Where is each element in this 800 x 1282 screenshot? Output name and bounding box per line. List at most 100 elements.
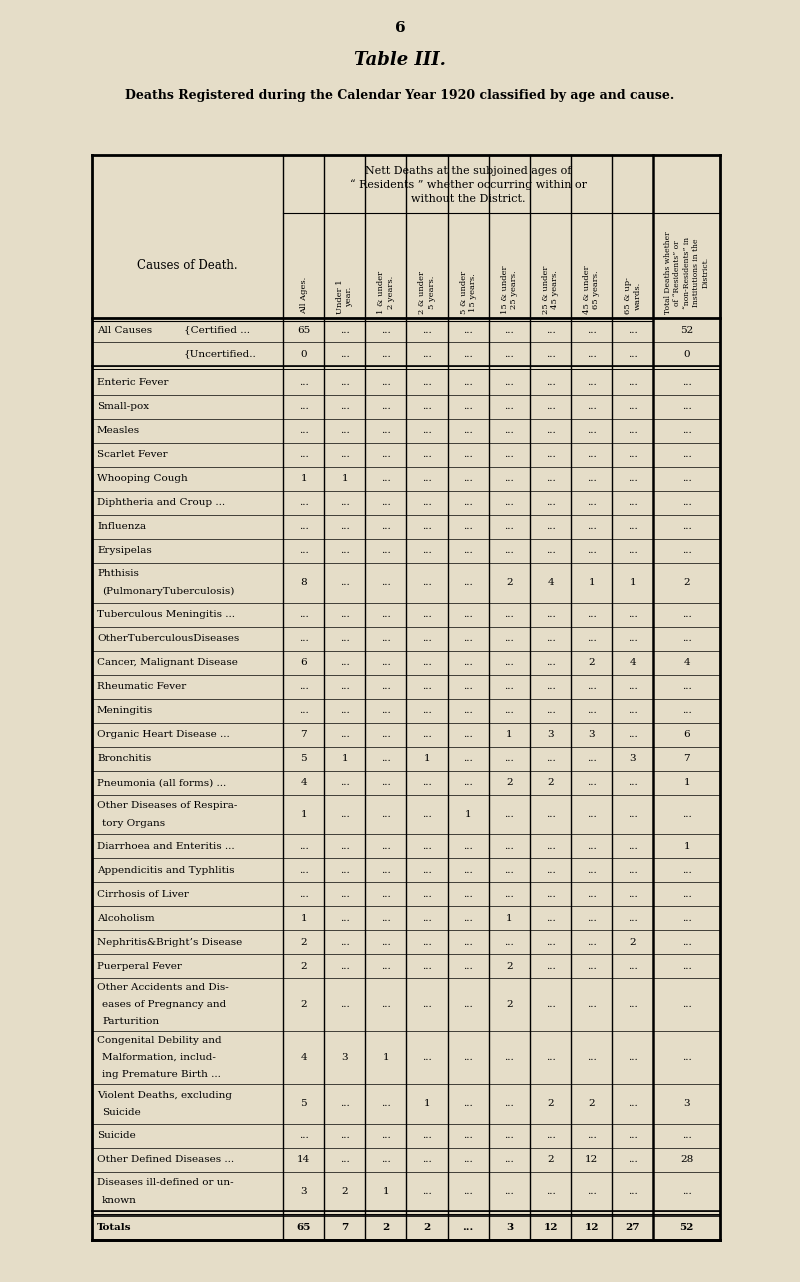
Text: ...: ... [422,682,432,691]
Text: ...: ... [546,706,555,715]
Text: ...: ... [463,914,473,923]
Text: Causes of Death.: Causes of Death. [138,259,238,272]
Text: ...: ... [298,865,309,874]
Text: 1: 1 [342,474,348,483]
Text: Whooping Cough: Whooping Cough [97,474,188,483]
Text: ...: ... [505,1053,514,1061]
Text: “ Residents ” whether occurring within or: “ Residents ” whether occurring within o… [350,179,586,191]
Text: ...: ... [628,610,638,619]
Text: ...: ... [381,865,390,874]
Text: 65 & up-
wards.: 65 & up- wards. [624,277,642,314]
Text: ...: ... [682,962,691,970]
Text: ...: ... [340,914,350,923]
Text: tory Organs: tory Organs [102,819,165,828]
Text: Malformation, includ-: Malformation, includ- [102,1053,216,1061]
Text: ...: ... [381,403,390,412]
Text: ...: ... [463,842,473,851]
Text: ...: ... [546,754,555,763]
Text: ...: ... [463,890,473,899]
Text: ...: ... [505,937,514,947]
Text: ...: ... [340,890,350,899]
Text: 1: 1 [300,914,307,923]
Text: 1: 1 [424,1099,430,1108]
Text: ...: ... [381,962,390,970]
Text: ...: ... [628,350,638,359]
Text: ...: ... [463,522,473,532]
Text: ...: ... [463,450,473,459]
Text: ...: ... [682,474,691,483]
Text: ...: ... [682,499,691,508]
Text: ...: ... [586,450,597,459]
Text: ...: ... [422,546,432,555]
Text: ...: ... [628,729,638,740]
Text: ...: ... [340,635,350,644]
Text: ...: ... [340,962,350,970]
Text: ...: ... [505,427,514,436]
Text: 12: 12 [543,1223,558,1232]
Text: ...: ... [422,962,432,970]
Text: ...: ... [586,1000,597,1009]
Text: ...: ... [422,842,432,851]
Text: ...: ... [628,427,638,436]
Text: Cancer, Malignant Disease: Cancer, Malignant Disease [97,658,238,667]
Text: Enteric Fever: Enteric Fever [97,378,169,387]
Text: {Certified ...: {Certified ... [184,326,250,335]
Text: ...: ... [422,499,432,508]
Text: ...: ... [505,890,514,899]
Text: ...: ... [586,474,597,483]
Text: ...: ... [422,403,432,412]
Text: Other Accidents and Dis-: Other Accidents and Dis- [97,983,229,992]
Text: All Causes: All Causes [97,326,152,335]
Text: 2: 2 [588,658,595,667]
Text: ...: ... [546,522,555,532]
Text: ...: ... [586,403,597,412]
Text: ...: ... [381,1000,390,1009]
Text: ...: ... [381,1131,390,1140]
Text: ...: ... [422,1053,432,1061]
Text: ...: ... [340,658,350,667]
Text: ...: ... [546,937,555,947]
Text: 2: 2 [588,1099,595,1108]
Text: ...: ... [463,499,473,508]
Text: ...: ... [340,522,350,532]
Text: ...: ... [682,450,691,459]
Text: 7: 7 [341,1223,348,1232]
Text: 2: 2 [683,578,690,587]
Text: ...: ... [298,890,309,899]
Text: ...: ... [628,635,638,644]
Text: ...: ... [586,914,597,923]
Text: ing Premature Birth ...: ing Premature Birth ... [102,1070,221,1079]
Text: Meningitis: Meningitis [97,706,154,715]
Text: ...: ... [682,914,691,923]
Text: ...: ... [628,1053,638,1061]
Text: 52: 52 [680,326,694,335]
Text: ...: ... [298,682,309,691]
Text: 0: 0 [300,350,307,359]
Text: ...: ... [505,350,514,359]
Text: ...: ... [422,578,432,587]
Text: 7: 7 [683,754,690,763]
Text: ...: ... [381,682,390,691]
Text: ...: ... [682,865,691,874]
Text: All Ages.: All Ages. [300,277,308,314]
Text: ...: ... [628,706,638,715]
Text: ...: ... [546,842,555,851]
Text: ...: ... [586,1053,597,1061]
Text: ...: ... [546,378,555,387]
Text: ...: ... [505,635,514,644]
Text: ...: ... [682,1053,691,1061]
Text: without the District.: without the District. [411,194,526,204]
Text: ...: ... [682,810,691,819]
Text: ...: ... [340,706,350,715]
Text: 3: 3 [630,754,636,763]
Text: ...: ... [586,865,597,874]
Text: ...: ... [463,1187,473,1196]
Text: ...: ... [298,610,309,619]
Text: ...: ... [682,1187,691,1196]
Text: ...: ... [628,890,638,899]
Text: ...: ... [628,1187,638,1196]
Text: 2: 2 [506,962,513,970]
Text: 4: 4 [547,578,554,587]
Text: ...: ... [505,546,514,555]
Text: ...: ... [682,522,691,532]
